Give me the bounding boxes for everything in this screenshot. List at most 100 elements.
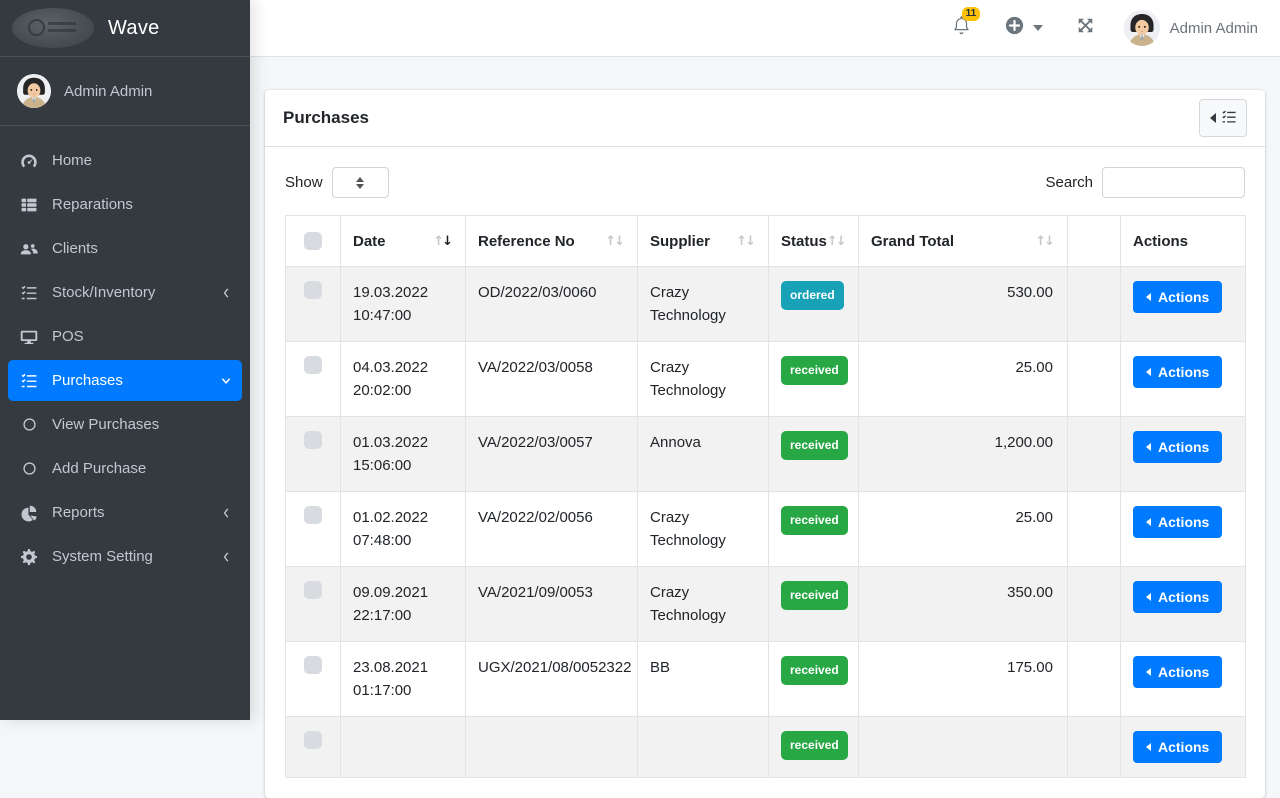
cell-status: received <box>768 416 859 492</box>
cell-date: 19.03.2022 10:47:00 <box>340 266 466 342</box>
cell-empty <box>1067 266 1121 342</box>
show-label: Show <box>285 174 323 191</box>
row-checkbox[interactable] <box>304 731 322 749</box>
row-checkbox[interactable] <box>304 656 322 674</box>
cell-date: 01.03.2022 15:06:00 <box>340 416 466 492</box>
column-header-total[interactable]: Grand Total ↑↓ <box>858 215 1068 267</box>
cell-grand-total: 1,200.00 <box>858 416 1068 492</box>
sidebar-user-name: Admin Admin <box>64 82 153 100</box>
chevron-left-icon <box>220 287 232 299</box>
sort-icon: ↑↓ <box>605 233 625 249</box>
app-logo <box>12 8 94 48</box>
row-actions-button[interactable]: Actions <box>1133 581 1223 613</box>
sidebar-item-label: Clients <box>52 240 98 257</box>
notifications-button[interactable]: 11 <box>951 7 981 41</box>
main-content: Purchases Show Search <box>250 57 1280 798</box>
sidebar-item-label: Reports <box>52 504 105 521</box>
sidebar-item-add-purchase[interactable]: Add Purchase <box>8 448 242 489</box>
cell-status: received <box>768 641 859 717</box>
cell-actions: Actions <box>1120 641 1246 717</box>
caret-down-icon <box>1032 25 1043 31</box>
sort-icon: ↑↓ <box>826 233 847 249</box>
sidebar-item-label: Purchases <box>52 372 123 389</box>
cell-reference: VA/2021/09/0053 <box>465 566 638 642</box>
row-checkbox[interactable] <box>304 506 322 524</box>
sidebar-item-reparations[interactable]: Reparations <box>8 184 242 225</box>
cell-actions: Actions <box>1120 491 1246 567</box>
cell-grand-total <box>858 716 1068 778</box>
status-badge: ordered <box>781 281 844 310</box>
th-list-icon <box>18 196 40 214</box>
quick-add-dropdown[interactable] <box>1004 15 1043 41</box>
select-all-header <box>285 215 341 267</box>
column-header-reference[interactable]: Reference No ↑↓ <box>465 215 638 267</box>
sidebar-item-reports[interactable]: Reports <box>8 492 242 533</box>
cell-reference: VA/2022/03/0058 <box>465 341 638 417</box>
triangle-left-icon <box>1146 743 1151 751</box>
triangle-left-icon <box>1146 443 1151 451</box>
row-actions-button[interactable]: Actions <box>1133 731 1223 763</box>
row-actions-button[interactable]: Actions <box>1133 656 1223 688</box>
column-header-date[interactable]: Date ↑↓ <box>340 215 466 267</box>
users-icon <box>18 240 40 258</box>
show-entries-select[interactable] <box>331 167 389 198</box>
collapse-list-button[interactable] <box>1199 99 1247 137</box>
row-actions-button[interactable]: Actions <box>1133 281 1223 313</box>
cell-status: received <box>768 716 859 778</box>
search-group: Search <box>1045 167 1245 198</box>
row-actions-button[interactable]: Actions <box>1133 431 1223 463</box>
sidebar-item-view-purchases[interactable]: View Purchases <box>8 404 242 445</box>
fullscreen-button[interactable] <box>1075 15 1096 41</box>
chevron-left-icon <box>220 551 232 563</box>
cell-actions: Actions <box>1120 416 1246 492</box>
triangle-left-icon <box>1209 113 1216 123</box>
sidebar-item-label: Stock/Inventory <box>52 284 156 301</box>
purchases-card: Purchases Show Search <box>265 90 1265 798</box>
cell-reference <box>465 716 638 778</box>
cell-date: 01.02.2022 07:48:00 <box>340 491 466 567</box>
tasks-icon <box>1221 109 1237 128</box>
cell-reference: UGX/2021/08/0052322 <box>465 641 638 717</box>
row-checkbox[interactable] <box>304 281 322 299</box>
purchases-table: Date ↑↓ Reference No ↑↓ Supplier ↑↓ St <box>285 215 1246 778</box>
triangle-left-icon <box>1146 518 1151 526</box>
sidebar-item-home[interactable]: Home <box>8 140 242 181</box>
triangle-left-icon <box>1146 668 1151 676</box>
sidebar-item-clients[interactable]: Clients <box>8 228 242 269</box>
sidebar-item-purchases[interactable]: Purchases <box>8 360 242 401</box>
column-header-empty <box>1067 215 1121 267</box>
row-checkbox[interactable] <box>304 356 322 374</box>
sidebar-user-panel: Admin Admin <box>0 57 250 126</box>
actions-button-label: Actions <box>1158 589 1210 605</box>
chevron-left-icon <box>220 507 232 519</box>
brand[interactable]: Wave <box>0 0 250 57</box>
column-header-supplier[interactable]: Supplier ↑↓ <box>637 215 769 267</box>
cell-supplier: Annova <box>637 416 769 492</box>
column-header-status[interactable]: Status ↑↓ <box>768 215 859 267</box>
circle-icon <box>18 460 40 478</box>
select-all-checkbox[interactable] <box>304 232 322 250</box>
cell-date: 09.09.2021 22:17:00 <box>340 566 466 642</box>
cell-supplier: Crazy Technology <box>637 341 769 417</box>
row-checkbox[interactable] <box>304 431 322 449</box>
sidebar-item-label: View Purchases <box>52 416 160 433</box>
search-input[interactable] <box>1102 167 1245 198</box>
topbar-user-menu[interactable]: Admin Admin <box>1123 10 1258 46</box>
brand-title: Wave <box>108 16 160 39</box>
status-badge: received <box>781 356 848 385</box>
cell-status: received <box>768 491 859 567</box>
cell-supplier <box>637 716 769 778</box>
cell-actions: Actions <box>1120 566 1246 642</box>
row-actions-button[interactable]: Actions <box>1133 506 1223 538</box>
table-row: 23.08.2021 01:17:00 UGX/2021/08/0052322 BB r… <box>285 641 1246 717</box>
sidebar-item-label: POS <box>52 328 84 345</box>
row-checkbox[interactable] <box>304 581 322 599</box>
row-actions-button[interactable]: Actions <box>1133 356 1223 388</box>
table-header-row: Date ↑↓ Reference No ↑↓ Supplier ↑↓ St <box>285 215 1246 267</box>
chart-pie-icon <box>18 504 40 522</box>
cell-grand-total: 175.00 <box>858 641 1068 717</box>
sidebar-item-pos[interactable]: POS <box>8 316 242 357</box>
sidebar-item-system-setting[interactable]: System Setting <box>8 536 242 577</box>
sidebar-item-stock-inventory[interactable]: Stock/Inventory <box>8 272 242 313</box>
sidebar-item-label: Add Purchase <box>52 460 147 477</box>
